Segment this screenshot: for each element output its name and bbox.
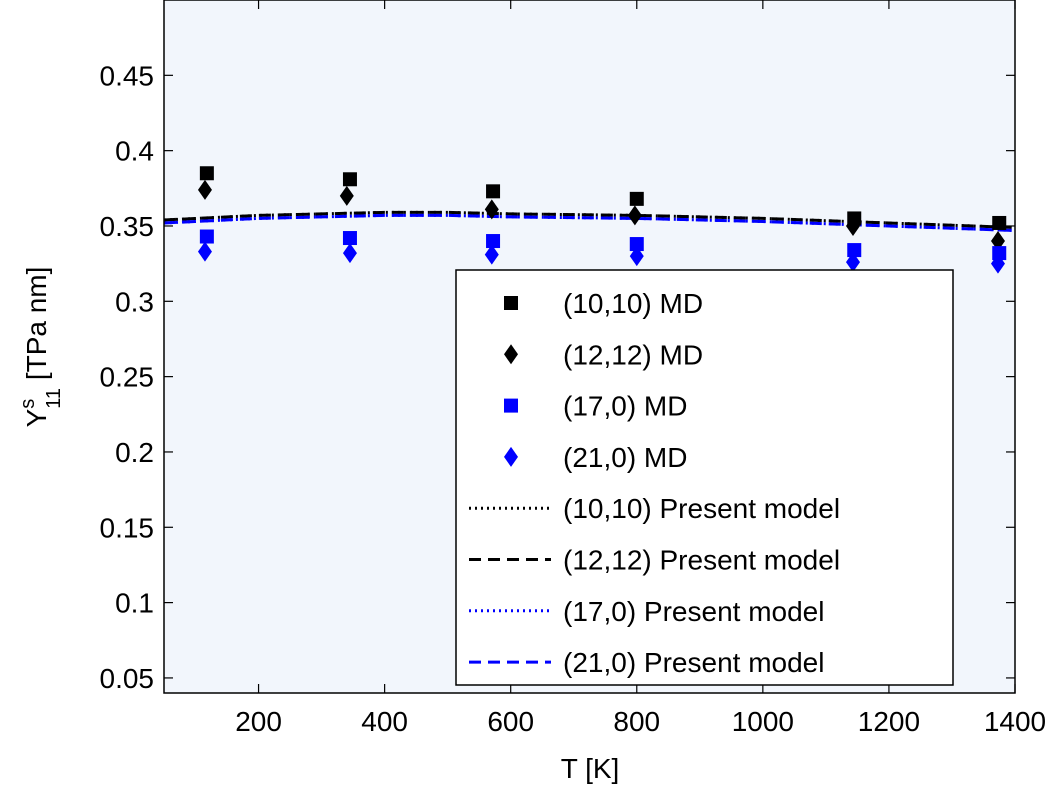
y-axis-label-unit: [TPa nm] <box>21 267 52 388</box>
legend-label: (21,0) Present model <box>563 647 824 678</box>
marker-12-12-md <box>484 199 499 220</box>
legend-marker-10-10-md <box>504 296 518 310</box>
marker-10-10-md <box>992 215 1007 230</box>
axes-frame <box>163 0 1016 694</box>
legend-label: (17,0) MD <box>563 391 687 422</box>
legend-marker-17-0-md <box>504 398 518 413</box>
y-axis-label-subscript: 11 <box>43 388 65 409</box>
line-12-12-present-model <box>163 210 1016 229</box>
y-tick-label: 0.15 <box>100 512 155 543</box>
marker-17-0-md <box>847 243 862 258</box>
marker-10-10-md <box>199 166 214 181</box>
x-tick-label: 800 <box>613 706 660 737</box>
line-21-0-present-model <box>163 213 1016 232</box>
marker-21-0-md <box>484 244 499 265</box>
legend-label: (12,12) Present model <box>563 545 840 576</box>
marker-21-0-md <box>342 243 357 264</box>
y-tick-label: 0.45 <box>100 60 155 91</box>
marker-21-0-md <box>197 241 212 262</box>
y-tick-label: 0.4 <box>115 136 154 167</box>
x-tick-label: 1400 <box>984 706 1046 737</box>
marker-12-12-md <box>990 231 1005 252</box>
x-tick-label: 1200 <box>858 706 920 737</box>
y-axis-label-base: Y <box>21 408 52 427</box>
legend-label: (17,0) Present model <box>563 596 824 627</box>
y-tick-label: 0.05 <box>100 663 155 694</box>
legend-box <box>455 269 954 686</box>
marker-21-0-md <box>629 246 644 267</box>
md-markers <box>197 166 1007 274</box>
marker-17-0-md <box>486 234 501 249</box>
y-tick-labels: 0.05 0.1 0.15 0.2 0.25 0.3 0.35 0.4 0.45 <box>100 60 155 694</box>
model-lines <box>163 210 1016 232</box>
marker-12-12-md <box>339 185 354 206</box>
legend: (10,10) MD (12,12) MD (17,0) MD (21,0) MD (1… <box>455 269 954 686</box>
marker-17-0-md <box>199 229 214 244</box>
marker-17-0-md <box>342 231 357 246</box>
legend-label: (12,12) MD <box>563 339 703 370</box>
marker-10-10-md <box>342 172 357 187</box>
marker-10-10-md <box>629 191 644 206</box>
legend-label: (10,10) Present model <box>563 493 840 524</box>
marker-17-0-md <box>992 246 1007 261</box>
legend-label: (10,10) MD <box>563 288 703 319</box>
marker-17-0-md <box>629 237 644 252</box>
y-tick-label: 0.3 <box>115 286 154 317</box>
legend-marker-12-12-md <box>504 344 518 365</box>
axes <box>163 0 1016 694</box>
legend-label: (21,0) MD <box>563 442 687 473</box>
y-tick-label: 0.2 <box>115 437 154 468</box>
marker-21-0-md <box>990 253 1005 274</box>
x-tick-labels: 200 400 600 800 1000 1200 1400 <box>235 706 1046 737</box>
y-axis-label-superscript: s <box>17 399 39 409</box>
y-tick-label: 0.35 <box>100 211 155 242</box>
x-tick-label: 600 <box>487 706 534 737</box>
legend-marker-21-0-md <box>504 446 518 467</box>
marker-10-10-md <box>486 184 501 199</box>
y-tick-label: 0.1 <box>115 588 154 619</box>
x-axis-label: T [K] <box>561 753 620 784</box>
marker-21-0-md <box>845 252 860 273</box>
x-tick-label: 200 <box>235 706 282 737</box>
marker-12-12-md <box>627 205 642 226</box>
marker-12-12-md <box>845 215 860 236</box>
x-tick-label: 400 <box>361 706 408 737</box>
marker-12-12-md <box>197 179 212 200</box>
y-tick-label: 0.25 <box>100 362 155 393</box>
x-tick-label: 1000 <box>732 706 794 737</box>
y-axis-label: Ys 11 [TPa nm] <box>17 267 65 428</box>
